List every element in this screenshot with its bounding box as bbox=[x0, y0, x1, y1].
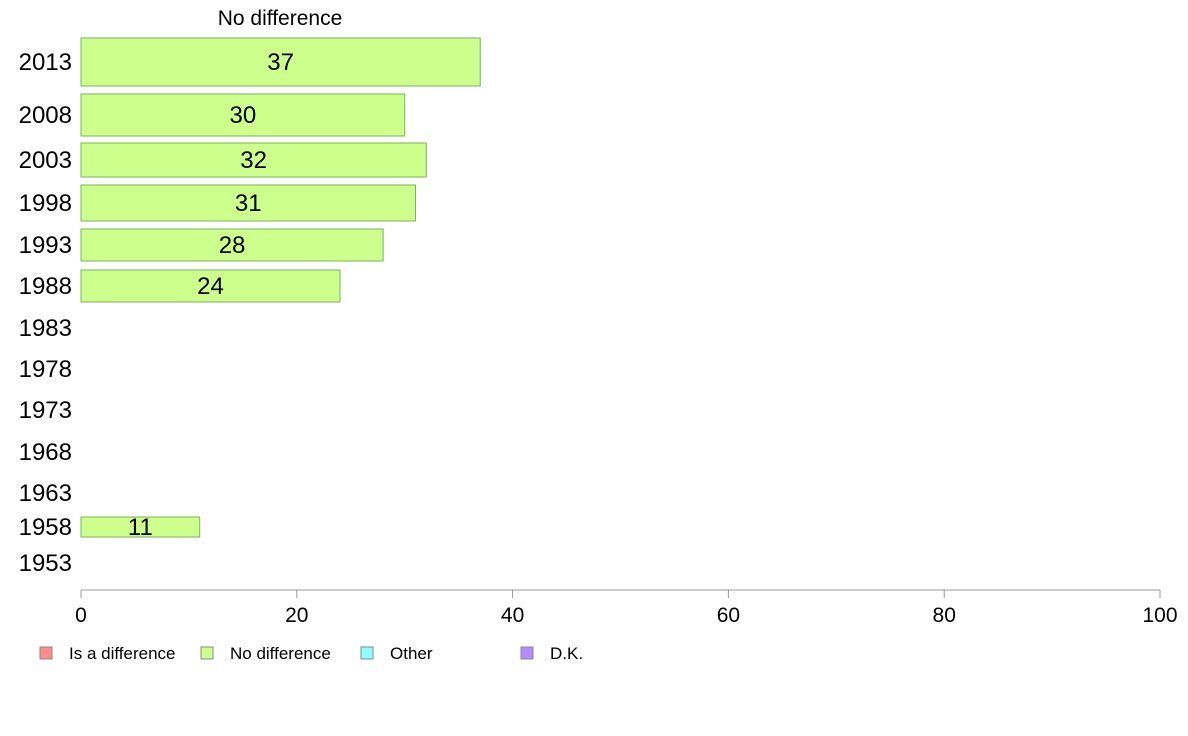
legend: Is a difference No difference Other D.K. bbox=[39, 644, 583, 663]
bar-value-label: 37 bbox=[267, 49, 294, 76]
legend-swatch bbox=[200, 646, 214, 660]
bars-group: 37 30 32 31 28 24 11 bbox=[80, 37, 481, 541]
legend-swatch bbox=[520, 646, 534, 660]
bar-value-label: 32 bbox=[240, 147, 267, 174]
x-axis: 0 20 40 60 80 100 bbox=[75, 589, 1178, 627]
x-tick-label: 20 bbox=[285, 604, 308, 627]
x-tick-label: 100 bbox=[1142, 604, 1177, 627]
legend-swatch bbox=[39, 646, 53, 660]
year-label: 2013 bbox=[19, 49, 72, 76]
bar-2008 bbox=[80, 93, 406, 137]
year-label: 1988 bbox=[19, 273, 72, 300]
bar-1998 bbox=[80, 184, 416, 222]
bar-2003 bbox=[80, 142, 427, 178]
year-label: 2008 bbox=[19, 102, 72, 129]
x-tick-label: 40 bbox=[501, 604, 524, 627]
year-labels-group: 2013 2008 2003 1998 1993 1988 1983 1978 1973 1968… bbox=[19, 49, 72, 577]
legend-label: Other bbox=[390, 644, 433, 663]
legend-swatch bbox=[360, 646, 374, 660]
x-tick-label: 0 bbox=[75, 604, 87, 627]
legend-label: D.K. bbox=[550, 644, 583, 663]
year-label: 1973 bbox=[19, 397, 72, 424]
x-tick-label: 60 bbox=[717, 604, 740, 627]
year-label: 1963 bbox=[19, 480, 72, 507]
year-label: 1983 bbox=[19, 315, 72, 342]
legend-label: Is a difference bbox=[69, 644, 175, 663]
year-label: 1993 bbox=[19, 232, 72, 259]
x-tick-label: 80 bbox=[933, 604, 956, 627]
legend-label: No difference bbox=[230, 644, 331, 663]
chart-title: No difference bbox=[218, 7, 343, 30]
year-label: 1978 bbox=[19, 356, 72, 383]
bar-1958 bbox=[80, 516, 201, 538]
bar-value-label: 28 bbox=[219, 232, 246, 259]
bar-value-label: 24 bbox=[197, 273, 224, 300]
bar-value-label: 30 bbox=[229, 102, 256, 129]
year-label: 2003 bbox=[19, 147, 72, 174]
bar-1988 bbox=[80, 269, 341, 303]
bar-value-label: 31 bbox=[235, 190, 262, 217]
year-label: 1953 bbox=[19, 550, 72, 577]
bar-value-label: 11 bbox=[128, 514, 153, 541]
year-label: 1968 bbox=[19, 439, 72, 466]
year-label: 1958 bbox=[19, 514, 72, 541]
bar-1993 bbox=[80, 228, 384, 262]
year-label: 1998 bbox=[19, 190, 72, 217]
bar-2013 bbox=[80, 37, 481, 87]
